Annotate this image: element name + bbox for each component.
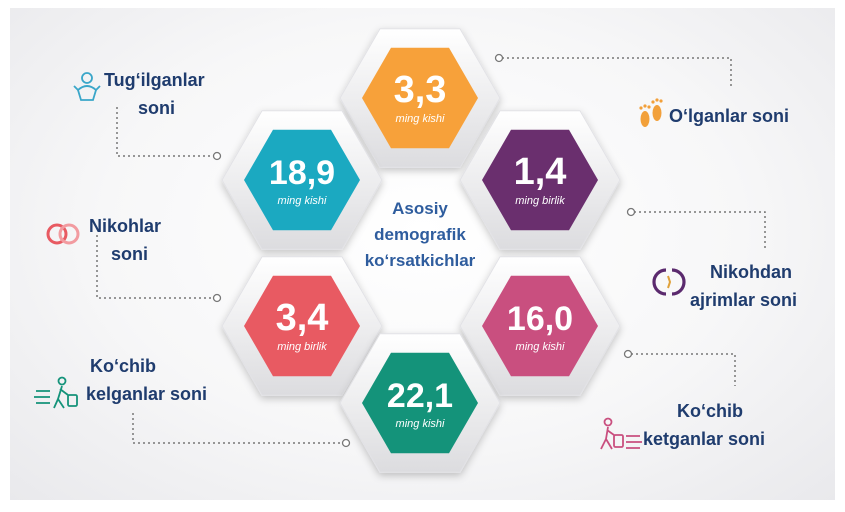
ajrimlar-value-hex: 1,4 ming birlik [459,110,621,250]
nikohlar-value-unit: ming birlik [277,341,327,353]
olganlar-value-hex: 3,3 ming kishi [339,28,501,168]
kochib-kelganlar-value-hex: 22,1 ming kishi [339,333,501,473]
connector-ajrimlar [634,211,766,248]
label-ajrimlar: Nikohdan ajrimlar soni [690,258,797,314]
kochib-ketganlar-value-unit: ming kishi [516,341,565,353]
ajrimlar-value-number: 1,4 [514,151,567,193]
label-nikohlar: Nikohlar soni [89,212,161,268]
center-title-line3: ko‘rsatkichlar [364,251,476,270]
label-kochib-ketganlar: Ko‘chib ketganlar soni [643,397,765,453]
broken-rings-icon [652,268,686,296]
baby-icon [73,72,101,101]
footprints-icon [639,98,663,127]
kochib-ketganlar-value-number: 16,0 [507,300,573,338]
connector-lines [96,57,766,444]
label-olganlar-line1: O‘lganlar soni [669,106,790,126]
arriving-person-icon [34,376,78,409]
connector-kochib-kelganlar [132,413,342,444]
center-title: Asosiy demografik ko‘rsatkichlar [340,196,500,274]
nikohlar-value-hex: 3,4 ming birlik [221,256,383,396]
label-kochib-kelganlar-line2: kelganlar soni [86,384,208,404]
ajrimlar-value-unit: ming birlik [515,195,565,207]
kochib-kelganlar-value-number: 22,1 [387,377,453,415]
connector-nikohlar [96,235,214,299]
tugilganlar-value-unit: ming kishi [278,195,327,207]
kochib-ketganlar-value-hex-fill [482,275,598,377]
ajrimlar-value-hex-fill [482,129,598,231]
label-tugilganlar-line1: Tug‘ilganlar [104,70,205,90]
label-tugilganlar-line2: soni [138,98,176,118]
label-kochib-kelganlar-line1: Ko‘chib [90,356,156,376]
tugilganlar-value-hex-fill [244,129,360,231]
label-ajrimlar-line2: ajrimlar soni [690,290,798,310]
nikohlar-value-number: 3,4 [276,297,329,339]
connector-kochib-ketganlar [631,353,736,386]
label-tugilganlar: Tug‘ilganlar soni [104,66,205,122]
label-nikohlar-line2: soni [111,244,149,264]
center-title-line2: demografik [374,225,466,244]
rings-icon [46,223,80,245]
olganlar-value-unit: ming kishi [396,113,445,125]
tugilganlar-value-hex: 18,9 ming kishi [221,110,383,250]
label-kochib-ketganlar-line1: Ko‘chib [677,401,743,421]
olganlar-value-hex-fill [362,47,478,149]
connector-dots [212,53,636,448]
nikohlar-value-hex-fill [244,275,360,377]
kochib-kelganlar-value-unit: ming kishi [396,418,445,430]
connector-tugilganlar [116,107,214,157]
olganlar-value-number: 3,3 [394,69,447,111]
label-ajrimlar-line1: Nikohdan [710,262,793,282]
label-kochib-kelganlar: Ko‘chib kelganlar soni [86,352,207,408]
label-olganlar: O‘lganlar soni [669,102,789,130]
leaving-person-icon [600,417,642,450]
kochib-ketganlar-value-hex: 16,0 ming kishi [459,256,621,396]
connector-olganlar [502,57,732,88]
tugilganlar-value-number: 18,9 [269,154,335,192]
label-nikohlar-line1: Nikohlar [89,216,162,236]
kochib-kelganlar-value-hex-fill [362,352,478,454]
label-kochib-ketganlar-line2: ketganlar soni [643,429,766,449]
center-title-line1: Asosiy [392,199,448,218]
